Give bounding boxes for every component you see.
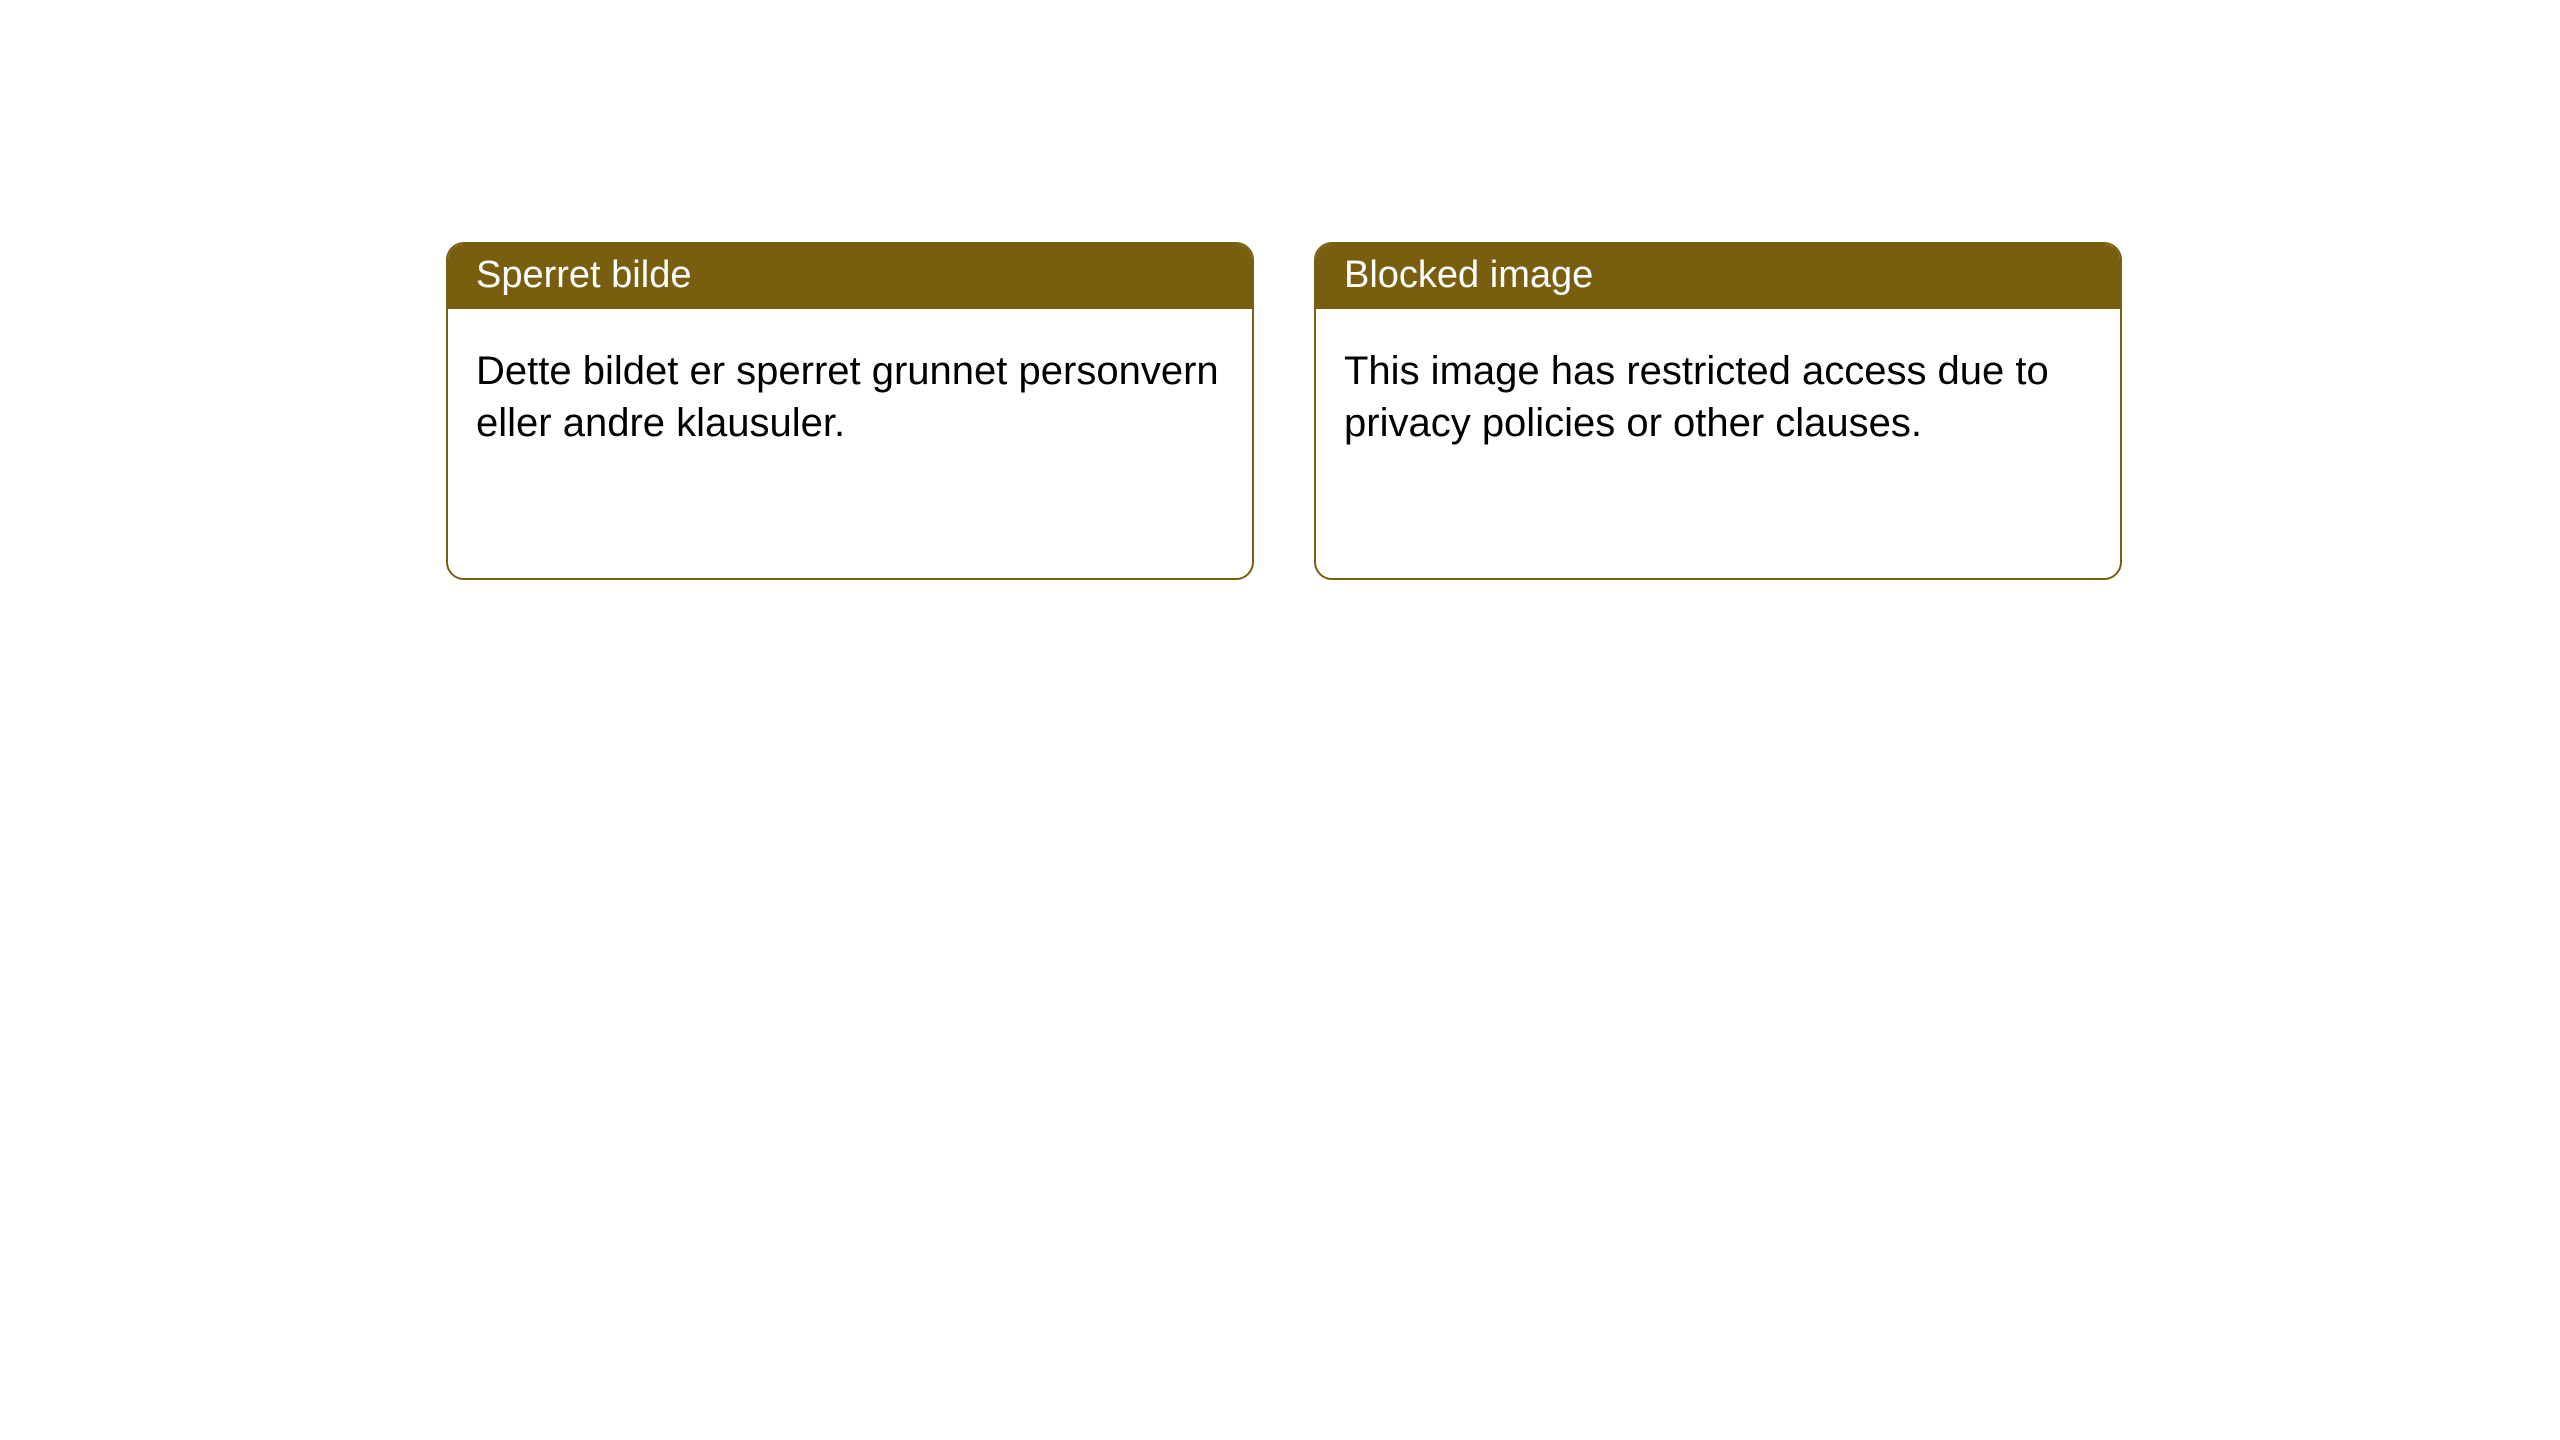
card-header-no: Sperret bilde — [448, 244, 1252, 309]
card-header-en: Blocked image — [1316, 244, 2120, 309]
card-container: Sperret bilde Dette bildet er sperret gr… — [0, 0, 2560, 580]
card-body-en: This image has restricted access due to … — [1316, 309, 2120, 485]
blocked-image-card-en: Blocked image This image has restricted … — [1314, 242, 2122, 580]
blocked-image-card-no: Sperret bilde Dette bildet er sperret gr… — [446, 242, 1254, 580]
card-body-no: Dette bildet er sperret grunnet personve… — [448, 309, 1252, 485]
